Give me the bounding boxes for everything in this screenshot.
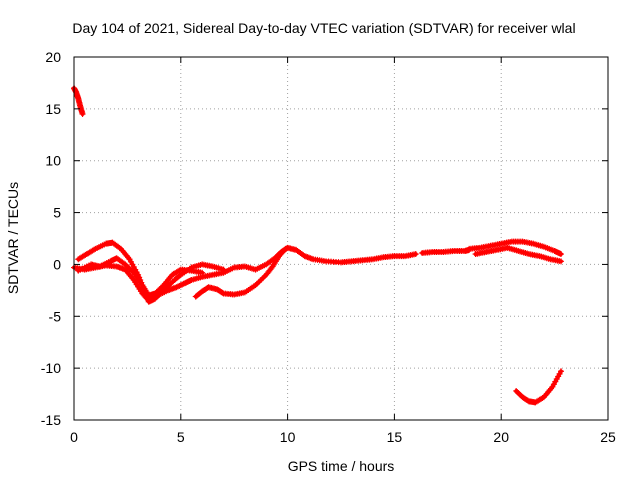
x-tick-label: 25 (600, 429, 616, 445)
plot-frame (74, 57, 608, 420)
x-tick-label: 20 (493, 429, 509, 445)
series-track-i (513, 368, 564, 405)
series-track-a (71, 85, 86, 117)
chart-title: Day 104 of 2021, Sidereal Day-to-day VTE… (72, 20, 575, 36)
x-tick-label: 15 (387, 429, 403, 445)
axis-ticks: 0 5 10 15 20 25 -15 -10 -5 0 5 10 15 20 (41, 49, 616, 445)
x-tick-label: 5 (177, 429, 185, 445)
data-layer (71, 85, 564, 405)
series-track-e (193, 246, 289, 300)
y-tick-label: -15 (41, 412, 61, 428)
x-axis-label: GPS time / hours (288, 458, 395, 474)
y-tick-label: 20 (45, 49, 61, 65)
series-track-f (419, 247, 472, 256)
y-tick-label: -5 (49, 308, 62, 324)
y-tick-label: -10 (41, 360, 61, 376)
y-axis-label: SDTVAR / TECUs (5, 182, 21, 294)
sdtvar-chart: Day 104 of 2021, Sidereal Day-to-day VTE… (0, 0, 640, 480)
y-tick-label: 10 (45, 153, 61, 169)
y-tick-label: 0 (53, 256, 61, 272)
x-tick-label: 0 (70, 429, 78, 445)
grid (74, 57, 608, 420)
y-tick-label: 15 (45, 101, 61, 117)
y-tick-label: 5 (53, 205, 61, 221)
x-tick-label: 10 (280, 429, 296, 445)
